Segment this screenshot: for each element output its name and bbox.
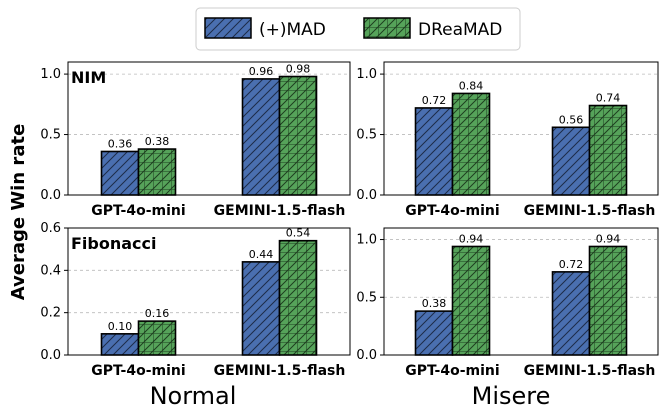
bar-mad-gpt-4o-mini [414, 107, 454, 196]
data-label: 0.72 [422, 94, 447, 107]
panel-nim-normal: 0.0 0.5 1.0 0.36 0.38 GPT-4o-mini 0.96 0.98 GEMI… [40, 61, 351, 219]
x-tick-label: GPT-4o-mini [405, 203, 499, 219]
data-label: 0.74 [596, 92, 621, 105]
legend-label-dreamad: DReaMAD [418, 20, 502, 40]
y-tick-label: 0.5 [356, 128, 377, 143]
x-tick-label: GEMINI-1.5-flash [214, 203, 346, 219]
y-tick-label: 0.2 [40, 306, 61, 321]
bar-dreamad-gpt-4o-mini [451, 92, 491, 196]
legend-label-mad: (+)MAD [259, 20, 326, 40]
bar-dreamad-gemini-1-5-flash [588, 104, 628, 196]
y-tick-label: 0.6 [40, 221, 61, 236]
bar-dreamad-gemini-1-5-flash [278, 75, 318, 196]
bar-mad-gemini-1-5-flash [551, 271, 591, 356]
x-tick-label: GPT-4o-mini [91, 363, 185, 379]
data-label: 0.16 [145, 307, 170, 320]
bar-mad-gpt-4o-mini [100, 333, 140, 356]
x-tick-label: GEMINI-1.5-flash [524, 203, 656, 219]
y-tick-label: 0.4 [40, 263, 61, 278]
y-tick-label: 0.0 [40, 348, 61, 363]
data-label: 0.56 [559, 113, 584, 126]
x-tick-label: GEMINI-1.5-flash [524, 363, 656, 379]
axes-frame [383, 61, 659, 196]
y-axis-label: Average Win rate [8, 124, 29, 301]
panel-fibonacci-normal: 0.0 0.2 0.4 0.6 0.10 0.16 GPT-4o-mini 0.44 0.54 G… [40, 221, 351, 379]
y-tick-label: 1.0 [40, 67, 61, 82]
bar-mad-gemini-1-5-flash [241, 261, 281, 356]
data-label: 0.72 [559, 258, 584, 271]
x-tick-label: GEMINI-1.5-flash [214, 363, 346, 379]
bar-mad-gpt-4o-mini [100, 150, 140, 196]
data-label: 0.96 [249, 65, 274, 78]
data-label: 0.98 [286, 63, 311, 76]
y-tick-label: 1.0 [356, 233, 377, 248]
legend-swatch-mad [204, 17, 252, 39]
data-label: 0.84 [459, 79, 484, 92]
bar-dreamad-gpt-4o-mini [137, 148, 177, 196]
bar-dreamad-gemini-1-5-flash [588, 245, 628, 356]
condition-label-misere: Misere [472, 382, 551, 410]
data-label: 0.44 [249, 248, 274, 261]
data-label: 0.54 [286, 227, 311, 240]
data-label: 0.36 [108, 137, 133, 150]
data-label: 0.94 [596, 232, 621, 245]
axes-frame [67, 227, 351, 356]
y-tick-label: 1.0 [356, 67, 377, 82]
bar-dreamad-gpt-4o-mini [451, 245, 491, 356]
axes-frame [383, 227, 659, 356]
condition-label-normal: Normal [150, 382, 237, 410]
y-tick-label: 0.5 [40, 128, 61, 143]
bar-mad-gemini-1-5-flash [241, 78, 281, 196]
bar-mad-gpt-4o-mini [414, 310, 454, 356]
data-label: 0.38 [145, 135, 170, 148]
data-label: 0.94 [459, 232, 484, 245]
legend: (+)MAD DReaMAD [195, 7, 521, 51]
legend-swatch-dreamad [363, 17, 411, 39]
panel-title: NIM [71, 68, 106, 87]
y-tick-label: 0.0 [356, 348, 377, 363]
y-tick-label: 0.0 [356, 188, 377, 203]
y-tick-label: 0.5 [356, 290, 377, 305]
x-tick-label: GPT-4o-mini [405, 363, 499, 379]
y-tick-label: 0.0 [40, 188, 61, 203]
x-tick-label: GPT-4o-mini [91, 203, 185, 219]
bar-dreamad-gemini-1-5-flash [278, 239, 318, 356]
panel-title: Fibonacci [71, 234, 157, 253]
panel-fibonacci-misere: 0.0 0.5 1.0 0.38 0.94 GPT-4o-mini 0.72 0.94 GEMI… [356, 227, 659, 379]
data-label: 0.38 [422, 297, 447, 310]
panel-nim-misere: 0.0 0.5 1.0 0.72 0.84 GPT-4o-mini 0.56 0.74 GEMI… [356, 61, 659, 219]
legend-frame [195, 7, 521, 51]
axes-frame [67, 61, 351, 196]
data-label: 0.10 [108, 320, 133, 333]
bar-dreamad-gpt-4o-mini [137, 320, 177, 356]
bar-mad-gemini-1-5-flash [551, 126, 591, 196]
